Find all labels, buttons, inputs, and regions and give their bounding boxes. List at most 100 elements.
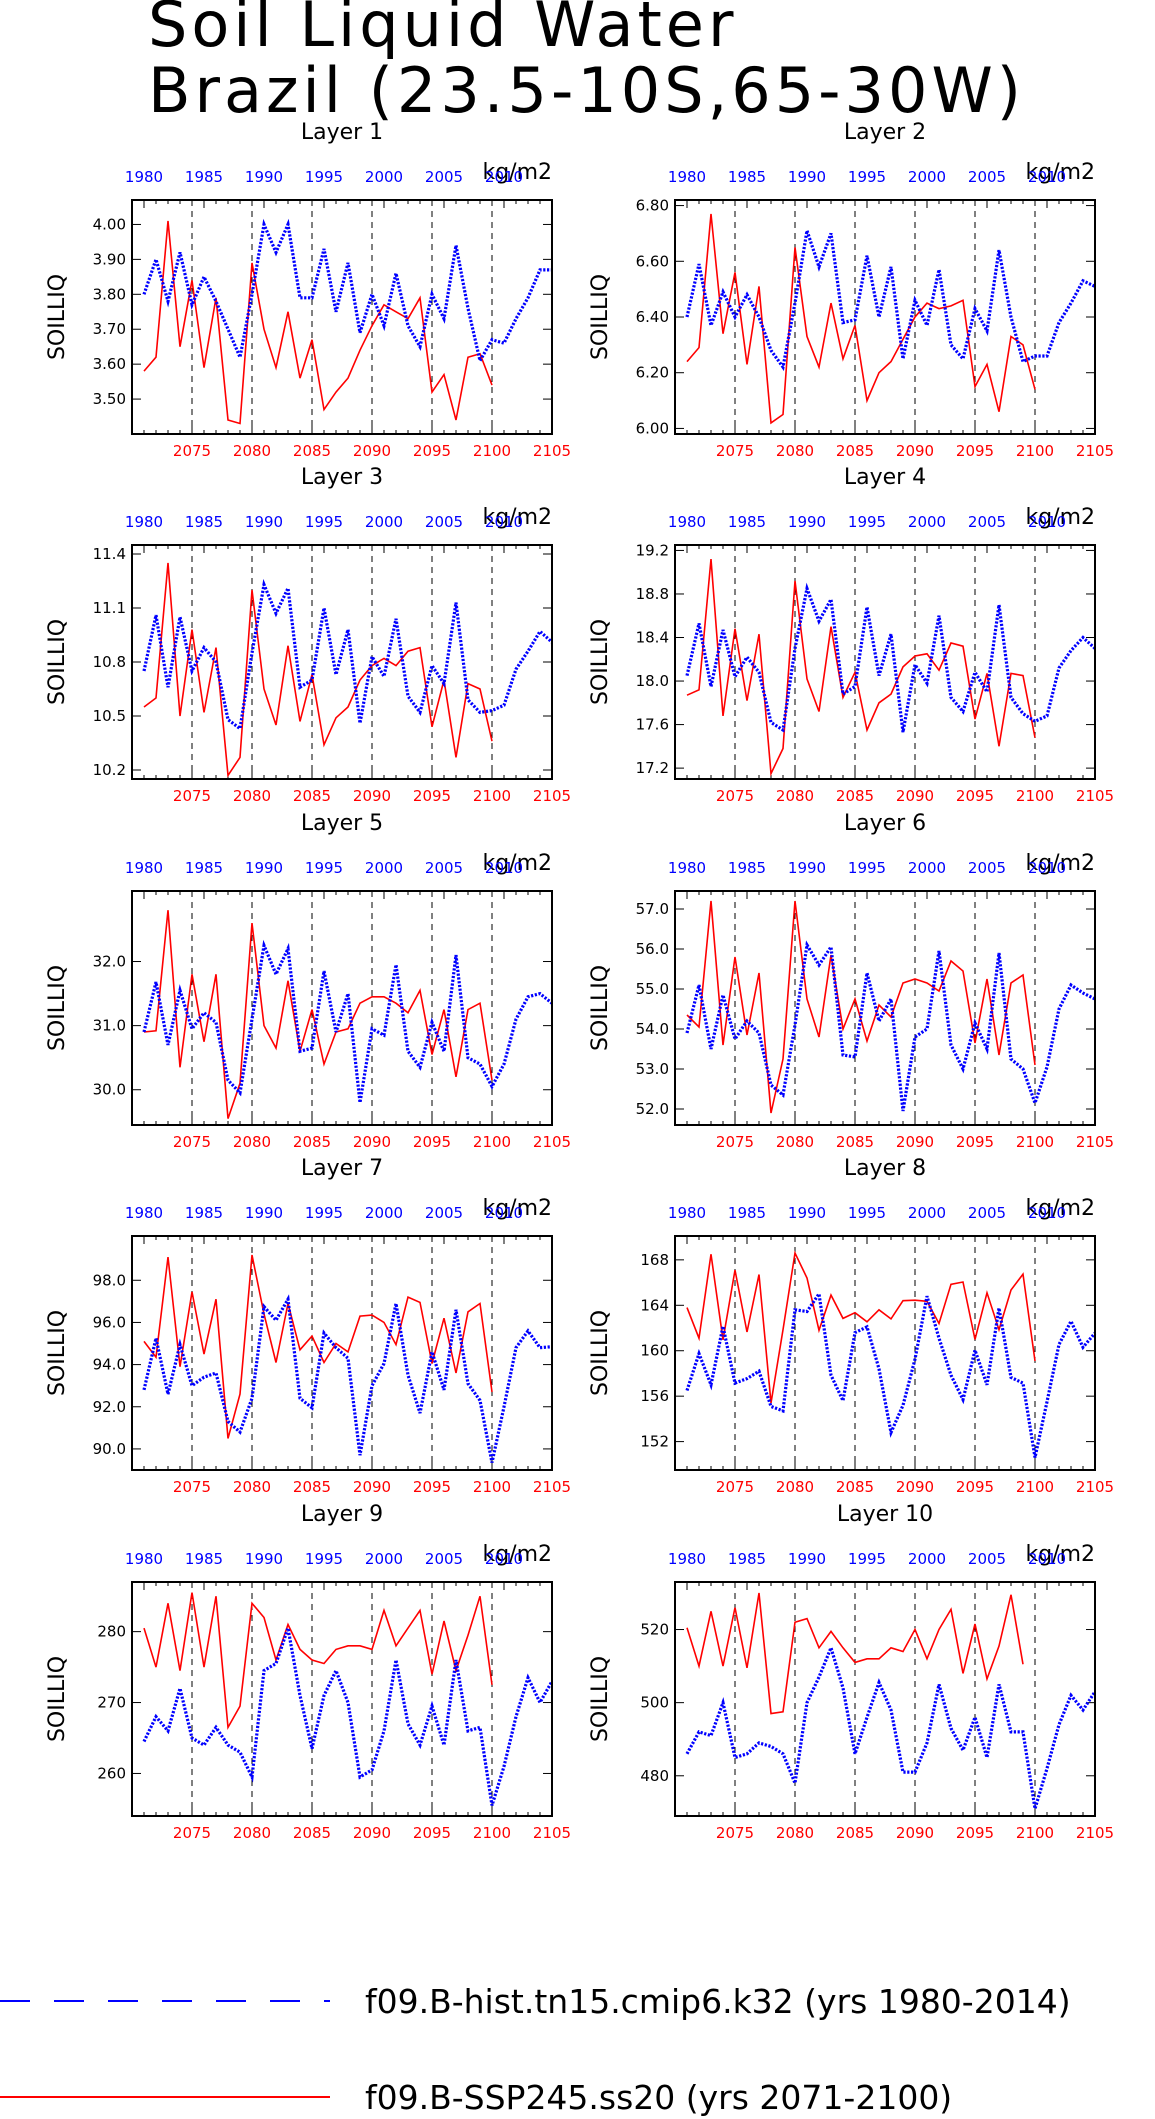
y-tick-label: 31.0 xyxy=(93,1017,126,1035)
y-axis-label: SOILLIQ xyxy=(45,619,70,705)
bottom-tick-label: 2095 xyxy=(956,1478,994,1496)
y-tick-label: 11.4 xyxy=(93,545,126,563)
top-tick-label: 2010 xyxy=(1028,513,1066,531)
y-tick-label: 53.0 xyxy=(636,1060,669,1078)
bottom-tick-label: 2105 xyxy=(1076,1824,1114,1842)
bottom-tick-label: 2095 xyxy=(956,442,994,460)
panel-title: Layer 9 xyxy=(301,1502,383,1527)
panel-title: Layer 5 xyxy=(301,811,383,836)
bottom-tick-label: 2085 xyxy=(293,1824,331,1842)
y-tick-label: 3.80 xyxy=(93,285,126,303)
plot-frame xyxy=(131,199,553,435)
y-tick-label: 156 xyxy=(640,1387,669,1405)
y-tick-label: 54.0 xyxy=(636,1020,669,1038)
top-tick-label: 1990 xyxy=(788,168,826,186)
bottom-tick-label: 2105 xyxy=(533,442,571,460)
y-tick-label: 56.0 xyxy=(636,940,669,958)
plot-frame xyxy=(674,1235,1096,1471)
top-tick-label: 2010 xyxy=(1028,1550,1066,1568)
top-tick-label: 2005 xyxy=(968,1550,1006,1568)
bottom-tick-label: 2090 xyxy=(896,442,934,460)
units-label: kg/m2 xyxy=(482,160,552,185)
top-tick-label: 2010 xyxy=(485,513,523,531)
bottom-tick-label: 2075 xyxy=(173,1824,211,1842)
y-tick-label: 10.5 xyxy=(93,707,126,725)
y-tick-label: 160 xyxy=(640,1342,669,1360)
top-tick-label: 1980 xyxy=(668,168,706,186)
series-line-hist xyxy=(142,218,552,366)
series-line-ssp245 xyxy=(143,562,493,778)
top-tick-label: 1995 xyxy=(305,513,343,531)
series-line-hist xyxy=(685,230,1096,372)
bottom-tick-label: 2095 xyxy=(956,787,994,805)
bottom-tick-label: 2090 xyxy=(896,1824,934,1842)
panel-title: Layer 7 xyxy=(301,1156,383,1181)
plot-frame xyxy=(131,544,553,780)
bottom-tick-label: 2090 xyxy=(896,787,934,805)
top-tick-label: 1990 xyxy=(788,859,826,877)
bottom-tick-label: 2085 xyxy=(293,1133,331,1151)
y-tick-label: 10.2 xyxy=(93,761,126,779)
page-title-line-2: Brazil (23.5-10S,65-30W) xyxy=(148,54,1025,127)
y-tick-label: 6.80 xyxy=(636,197,669,215)
top-tick-label: 2000 xyxy=(365,513,403,531)
panel-7: Layer 7 kg/m2 SOILLIQ 1980 1985 1990 1995 2000 2… xyxy=(45,1156,571,1496)
plot-frame xyxy=(674,890,1096,1126)
panel-title: Layer 1 xyxy=(301,120,383,145)
bottom-tick-label: 2085 xyxy=(836,787,874,805)
bottom-tick-label: 2095 xyxy=(956,1133,994,1151)
y-tick-label: 92.0 xyxy=(93,1398,126,1416)
top-tick-label: 1980 xyxy=(125,1550,163,1568)
top-tick-label: 2010 xyxy=(485,1550,523,1568)
bottom-tick-label: 2080 xyxy=(233,1133,271,1151)
y-tick-label: 18.0 xyxy=(636,672,669,690)
top-tick-label: 1995 xyxy=(848,859,886,877)
y-tick-label: 17.6 xyxy=(636,716,669,734)
plot-frame xyxy=(674,199,1096,435)
top-tick-label: 1985 xyxy=(728,1550,766,1568)
bottom-tick-label: 2100 xyxy=(473,1478,511,1496)
series-line-hist xyxy=(142,1294,553,1463)
top-tick-label: 2010 xyxy=(485,1204,523,1222)
top-tick-label: 1995 xyxy=(305,1204,343,1222)
y-tick-label: 30.0 xyxy=(93,1081,126,1099)
series-line-ssp245 xyxy=(686,213,1036,425)
panel-title: Layer 8 xyxy=(844,1156,926,1181)
top-tick-label: 2010 xyxy=(485,168,523,186)
bottom-tick-label: 2105 xyxy=(533,1478,571,1496)
bottom-tick-label: 2090 xyxy=(353,442,391,460)
bottom-tick-label: 2080 xyxy=(233,442,271,460)
top-tick-label: 2005 xyxy=(425,859,463,877)
y-tick-label: 57.0 xyxy=(636,900,669,918)
series-line-ssp245 xyxy=(686,1250,1036,1404)
top-tick-label: 1985 xyxy=(185,1550,223,1568)
series-line-hist xyxy=(685,1289,1097,1458)
bottom-tick-label: 2075 xyxy=(716,787,754,805)
top-tick-label: 1995 xyxy=(848,168,886,186)
bottom-tick-label: 2105 xyxy=(1076,1133,1114,1151)
units-label: kg/m2 xyxy=(1025,160,1095,185)
units-label: kg/m2 xyxy=(482,1196,552,1221)
top-tick-label: 2010 xyxy=(485,859,523,877)
bottom-tick-label: 2105 xyxy=(1076,1478,1114,1496)
y-tick-label: 164 xyxy=(640,1296,669,1314)
bottom-tick-label: 2075 xyxy=(716,1824,754,1842)
bottom-tick-label: 2100 xyxy=(1016,1478,1054,1496)
y-tick-label: 19.2 xyxy=(636,541,669,559)
panel-title: Layer 4 xyxy=(844,465,926,490)
bottom-tick-label: 2095 xyxy=(413,442,451,460)
bottom-tick-label: 2105 xyxy=(533,1133,571,1151)
panel-4: Layer 4 kg/m2 SOILLIQ 1980 1985 1990 1995 2000 2… xyxy=(588,465,1114,805)
y-axis-label: SOILLIQ xyxy=(588,274,613,360)
top-tick-label: 1990 xyxy=(245,513,283,531)
top-tick-label: 1980 xyxy=(125,513,163,531)
top-tick-label: 2000 xyxy=(908,1550,946,1568)
top-tick-label: 1990 xyxy=(245,1204,283,1222)
panel-title: Layer 6 xyxy=(844,811,926,836)
top-tick-label: 2010 xyxy=(1028,859,1066,877)
y-tick-label: 6.20 xyxy=(636,364,669,382)
bottom-tick-label: 2095 xyxy=(413,1133,451,1151)
top-tick-label: 2005 xyxy=(425,1204,463,1222)
bottom-tick-label: 2100 xyxy=(1016,787,1054,805)
y-tick-label: 3.70 xyxy=(93,320,126,338)
